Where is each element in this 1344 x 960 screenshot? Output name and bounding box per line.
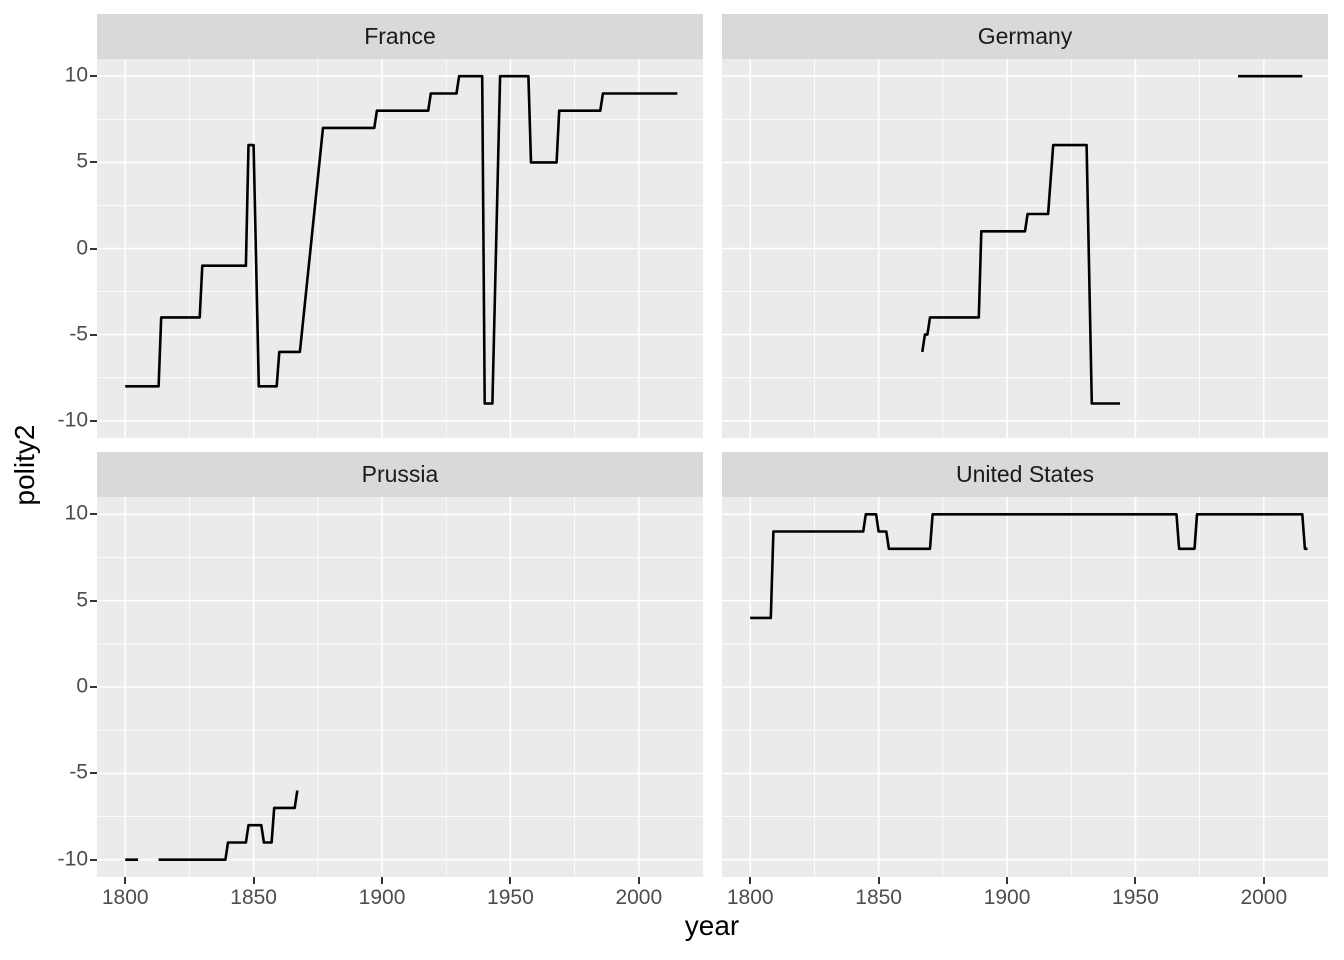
x-tick-label: 1900	[983, 886, 1031, 909]
facet-strip-france: France	[97, 14, 703, 59]
series-line	[125, 74, 678, 405]
x-tick-mark	[1006, 877, 1009, 884]
facet-label-prussia: Prussia	[361, 461, 439, 487]
facet-strip-united-states: United States	[722, 452, 1328, 497]
x-tick-label: 2000	[615, 886, 663, 909]
x-tick-mark	[1262, 877, 1265, 884]
y-tick-label: -10	[57, 847, 88, 871]
facet-panel-united-states	[722, 497, 1328, 877]
x-tick-mark	[877, 877, 880, 884]
series-line	[750, 512, 1308, 620]
y-tick-mark	[90, 247, 97, 250]
facet-label-united-states: United States	[955, 461, 1095, 487]
x-tick-mark	[381, 877, 384, 884]
y-tick-mark	[90, 419, 97, 422]
y-tick-mark	[90, 75, 97, 78]
y-tick-label: 10	[64, 63, 88, 87]
x-tick-label: 1950	[487, 886, 534, 909]
series-line	[158, 790, 299, 862]
panel-canvas	[722, 497, 1328, 877]
x-tick-mark	[1134, 877, 1137, 884]
x-tick-label: 2000	[1240, 886, 1288, 909]
panel-canvas	[97, 59, 703, 438]
x-tick-label: 1800	[726, 886, 774, 909]
facet-label-france: France	[364, 23, 436, 49]
series-line	[921, 143, 1120, 405]
panel-canvas	[97, 497, 703, 877]
y-tick-mark	[90, 772, 97, 775]
y-tick-label: -10	[57, 408, 88, 432]
facet-strip-germany: Germany	[722, 14, 1328, 59]
x-tick-label: 1850	[230, 886, 277, 909]
y-tick-mark	[90, 513, 97, 516]
x-tick-mark	[252, 877, 255, 884]
y-tick-mark	[90, 599, 97, 602]
x-tick-mark	[637, 877, 640, 884]
x-tick-label: 1900	[358, 886, 406, 909]
x-tick-mark	[749, 877, 752, 884]
y-tick-label: 5	[76, 149, 88, 173]
x-tick-label: 1800	[101, 886, 149, 909]
y-tick-mark	[90, 161, 97, 164]
y-tick-label: -5	[69, 322, 88, 346]
facet-strip-prussia: Prussia	[97, 452, 703, 497]
panel-canvas	[722, 59, 1328, 438]
facet-panel-germany	[722, 59, 1328, 438]
x-tick-mark	[124, 877, 127, 884]
y-tick-label: 0	[76, 674, 88, 698]
y-tick-label: 10	[64, 501, 88, 525]
y-tick-mark	[90, 333, 97, 336]
x-tick-label: 1950	[1112, 886, 1159, 909]
facet-label-germany: Germany	[977, 23, 1073, 49]
y-tick-mark	[90, 858, 97, 861]
y-tick-label: -5	[69, 760, 88, 784]
facet-panel-france	[97, 59, 703, 438]
y-tick-label: 0	[76, 236, 88, 260]
x-axis-title: year	[684, 910, 740, 941]
y-tick-label: 5	[76, 588, 88, 612]
x-tick-mark	[509, 877, 512, 884]
x-tick-label: 1850	[855, 886, 902, 909]
facet-panel-prussia	[97, 497, 703, 877]
y-tick-mark	[90, 686, 97, 688]
y-axis-title: polity2	[9, 424, 40, 506]
